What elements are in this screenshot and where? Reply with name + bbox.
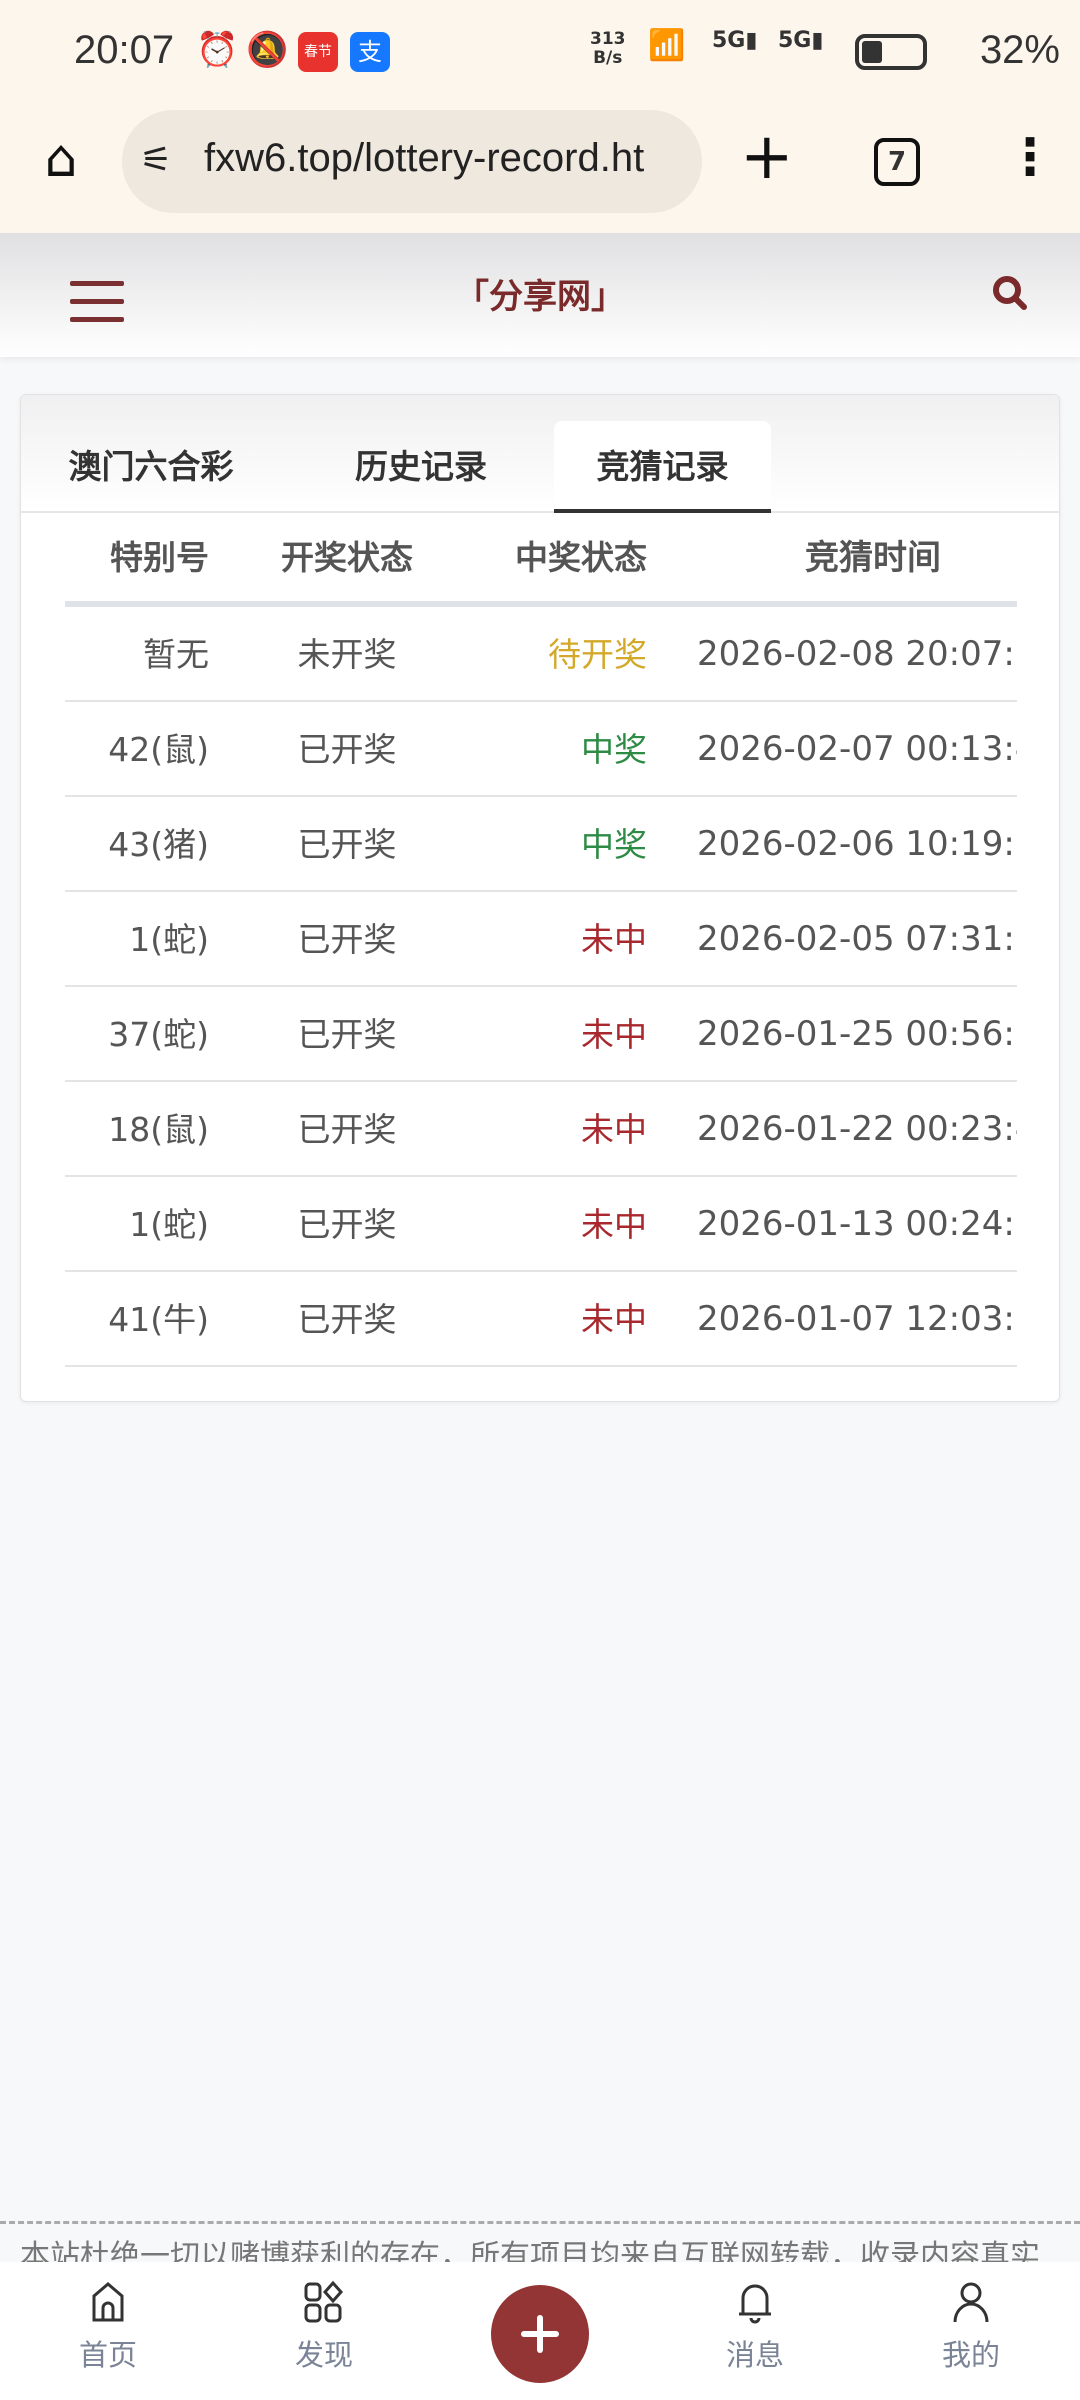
address-bar[interactable]: ⚟ fxw6.top/lottery-record.ht [122,110,702,213]
home-icon [92,2282,124,2322]
nav-home[interactable]: 首页 [48,2280,168,2374]
special-number: 37(蛇) [108,1015,209,1054]
status-time: 20:07 [74,28,175,72]
header-guess-time: 竞猜时间 [805,538,941,578]
app-notification-icon: 春节 [298,32,338,72]
guess-time: 2026-02-08 20:07:3 [697,634,1017,674]
alarm-icon: ⏰ [196,30,239,70]
nav-profile[interactable]: 我的 [911,2280,1031,2374]
tab-bar: 澳门六合彩 历史记录 竞猜记录 [21,395,1059,513]
draw-status: 已开奖 [297,1300,397,1339]
bottom-nav: 首页 发现 消息 我的 [0,2262,1080,2400]
draw-status: 已开奖 [297,920,397,959]
draw-status: 已开奖 [297,730,397,769]
special-number: 43(猪) [108,825,209,864]
search-button[interactable] [990,273,1030,313]
special-number: 1(蛇) [129,920,209,959]
guess-time: 2026-01-22 00:23:4 [697,1109,1017,1149]
bell-icon [739,2284,771,2324]
menu-button[interactable] [36,255,158,337]
win-status: 未中 [581,1205,647,1244]
win-status: 未中 [581,920,647,959]
win-status: 未中 [581,1015,647,1054]
url-text[interactable]: fxw6.top/lottery-record.ht [204,136,645,180]
special-number: 18(鼠) [108,1110,209,1149]
signal-5g-icon: 5G▮ [712,28,758,53]
guess-time: 2026-01-07 12:03:1 [697,1299,1017,1339]
table-header: 特别号 开奖状态 中奖状态 竞猜时间 [65,513,1017,607]
table-row: 18(鼠) 已开奖 未中 2026-01-22 00:23:4 [65,1082,1017,1177]
browser-toolbar: ⌂ ⚟ fxw6.top/lottery-record.ht + 7 ⋮ [0,100,1080,233]
table-row: 暂无 未开奖 待开奖 2026-02-08 20:07:3 [65,607,1017,702]
search-icon [993,276,1027,310]
site-settings-icon[interactable]: ⚟ [140,140,173,181]
table-row: 1(蛇) 已开奖 未中 2026-02-05 07:31:0 [65,892,1017,987]
tab-macau-lottery[interactable]: 澳门六合彩 [68,447,234,486]
network-speed: 313 B/s [590,29,626,68]
footer-divider [0,2221,1080,2224]
draw-status: 未开奖 [297,635,397,674]
status-bar: 20:07 ⏰ 🔕 春节 支 313 B/s 📶 5G▮ 5G▮ 32% [0,0,1080,100]
grid-icon [304,2280,344,2323]
guess-time: 2026-01-25 00:56:0 [697,1014,1017,1054]
header-draw-status: 开奖状态 [281,538,413,577]
guess-time: 2026-02-07 00:13:4 [697,729,1017,769]
special-number: 42(鼠) [108,730,209,769]
draw-status: 已开奖 [297,1015,397,1054]
home-icon: ⌂ [44,129,78,189]
home-button[interactable]: ⌂ [30,128,92,190]
win-status: 中奖 [581,730,647,769]
win-status: 未中 [581,1300,647,1339]
signal-5g-2-icon: 5G▮ [778,28,824,53]
user-icon [953,2282,989,2323]
tab-history[interactable]: 历史记录 [355,447,487,486]
win-status: 待开奖 [548,635,647,674]
new-tab-button[interactable]: + [740,120,794,194]
win-status: 未中 [581,1110,647,1149]
special-number: 暂无 [143,635,209,674]
special-number: 41(牛) [108,1300,209,1339]
tab-switcher-button[interactable]: 7 [874,138,920,186]
nav-discover[interactable]: 发现 [264,2280,384,2374]
table-row: 41(牛) 已开奖 未中 2026-01-07 12:03:1 [65,1272,1017,1367]
header-win-status: 中奖状态 [515,538,647,577]
tab-guess-records[interactable]: 竞猜记录 [554,421,771,513]
site-header: 「分享网」 [0,233,1080,357]
alipay-icon: 支 [350,32,390,72]
notifications-muted-icon: 🔕 [246,30,289,70]
records-table: 特别号 开奖状态 中奖状态 竞猜时间 暂无 未开奖 待开奖 2026-02-08 20… [65,513,1017,1367]
battery-percent: 32% [979,28,1060,72]
table-row: 37(蛇) 已开奖 未中 2026-01-25 00:56:0 [65,987,1017,1082]
guess-time: 2026-01-13 00:24:3 [697,1204,1017,1244]
site-title: 「分享网」 [455,277,625,317]
table-row: 43(猪) 已开奖 中奖 2026-02-06 10:19:2 [65,797,1017,892]
lottery-record-card: 澳门六合彩 历史记录 竞猜记录 特别号 开奖状态 中奖状态 竞猜时间 暂无 未开奖… [20,394,1060,1402]
more-menu-button[interactable]: ⋮ [1005,128,1055,186]
special-number: 1(蛇) [129,1205,209,1244]
battery-icon [855,34,927,70]
table-row: 1(蛇) 已开奖 未中 2026-01-13 00:24:3 [65,1177,1017,1272]
header-special-number: 特别号 [110,538,209,577]
nav-messages[interactable]: 消息 [695,2280,815,2374]
draw-status: 已开奖 [297,1205,397,1244]
wifi-icon: 📶 [648,28,686,63]
win-status: 中奖 [581,825,647,864]
draw-status: 已开奖 [297,1110,397,1149]
draw-status: 已开奖 [297,825,397,864]
guess-time: 2026-02-05 07:31:0 [697,919,1017,959]
table-row: 42(鼠) 已开奖 中奖 2026-02-07 00:13:4 [65,702,1017,797]
guess-time: 2026-02-06 10:19:2 [697,824,1017,864]
publish-button[interactable] [491,2285,589,2383]
footer-disclaimer: 本站杜绝一切以赌博获利的存在，所有项目均来自互联网转载，收录内容真实 [20,2239,1040,2262]
